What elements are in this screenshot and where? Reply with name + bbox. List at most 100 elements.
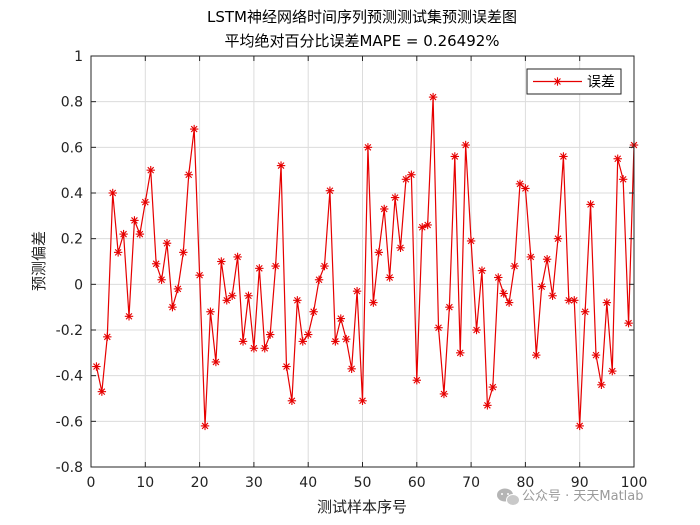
data-point (189, 124, 199, 134)
data-point (97, 387, 107, 396)
data-point (325, 186, 335, 195)
data-point (401, 175, 411, 184)
data-point (352, 286, 362, 296)
data-point (151, 259, 161, 268)
x-tick-label: 30 (245, 475, 263, 491)
x-axis-label: 测试样本序号 (317, 498, 407, 516)
data-point (602, 298, 612, 307)
data-point (146, 165, 155, 175)
data-point (618, 175, 628, 184)
data-point (271, 261, 280, 271)
data-point (537, 282, 546, 291)
data-point (553, 234, 563, 243)
data-point (564, 296, 574, 305)
data-point (510, 261, 519, 271)
data-point (580, 307, 590, 316)
axis-ticks: 0 10 20 30 40 50 60 70 80 90 100 -0.8 -0.6 -0.4 -0.2 0 0… (56, 49, 648, 491)
x-tick-label: 60 (408, 475, 426, 491)
data-point (515, 179, 525, 189)
data-point (304, 330, 313, 339)
data-point (570, 296, 579, 305)
data-point (363, 143, 373, 152)
data-point (276, 161, 286, 170)
data-point (206, 307, 215, 316)
y-tick-label: 0.8 (61, 95, 83, 111)
series-error (92, 92, 639, 431)
data-point (124, 312, 134, 321)
data-point (314, 275, 324, 284)
data-point (456, 348, 465, 358)
data-point (526, 252, 536, 262)
data-point (113, 248, 123, 257)
legend: 误差 (526, 68, 622, 95)
data-point (162, 239, 172, 248)
data-point (309, 307, 318, 316)
data-point (141, 197, 150, 207)
data-point (521, 184, 530, 193)
data-point (238, 337, 248, 346)
data-point (233, 252, 242, 262)
data-point (461, 140, 470, 150)
data-point (396, 243, 405, 252)
x-tick-label: 40 (299, 475, 317, 491)
data-point (488, 382, 498, 392)
wechat-icon (497, 488, 520, 506)
data-point (597, 380, 606, 389)
data-point (369, 298, 378, 307)
data-point (255, 264, 264, 273)
data-point (173, 284, 183, 294)
data-point (624, 318, 633, 328)
data-point (613, 154, 622, 163)
x-tick-label: 70 (462, 475, 480, 491)
data-point (244, 291, 253, 300)
series-line (95, 97, 635, 426)
data-point (157, 275, 166, 284)
data-point (347, 364, 356, 374)
data-point (466, 236, 476, 246)
data-point (472, 325, 481, 335)
data-point (380, 204, 389, 214)
data-point (477, 266, 487, 275)
data-point (331, 337, 340, 346)
x-tick-label: 80 (516, 475, 534, 491)
x-tick-label: 20 (191, 475, 209, 491)
data-point (184, 170, 193, 179)
chart-title-line-1: LSTM神经网络时间序列预测测试集预测误差图 (207, 8, 517, 26)
data-point (103, 332, 112, 342)
data-point (591, 350, 601, 360)
chart-title-line-2: 平均绝对百分比误差MAPE = 0.26492% (224, 32, 499, 50)
data-point (217, 257, 226, 266)
y-tick-label: -0.6 (56, 414, 83, 430)
y-tick-label: 0.4 (61, 186, 83, 202)
data-point (168, 302, 177, 312)
data-point (265, 330, 275, 339)
data-point (249, 344, 259, 353)
data-point (412, 376, 421, 385)
x-tick-label: 50 (354, 475, 372, 491)
data-point (336, 314, 345, 323)
data-point (179, 248, 188, 257)
data-point (260, 344, 269, 353)
y-axis-label: 预测偏差 (30, 231, 48, 291)
data-point (423, 220, 432, 230)
x-tick-label: 90 (571, 475, 589, 491)
data-point (282, 362, 291, 371)
data-point (504, 298, 514, 307)
data-point (130, 216, 139, 225)
legend-marker-asterisk (553, 77, 562, 86)
data-point (483, 401, 492, 410)
y-tick-label: -0.4 (56, 369, 83, 385)
data-point (428, 92, 438, 102)
data-point (548, 291, 557, 300)
data-point (92, 362, 101, 371)
watermark: 公众号 · 天天Matlab (497, 488, 644, 506)
data-point (542, 255, 552, 264)
chart-title: LSTM神经网络时间序列预测测试集预测误差图 平均绝对百分比误差MAPE = 0… (207, 8, 517, 50)
data-point (499, 289, 508, 298)
data-point (293, 296, 302, 305)
data-point (586, 200, 595, 209)
data-point (200, 421, 210, 431)
data-point (374, 248, 383, 257)
data-point (608, 366, 617, 376)
